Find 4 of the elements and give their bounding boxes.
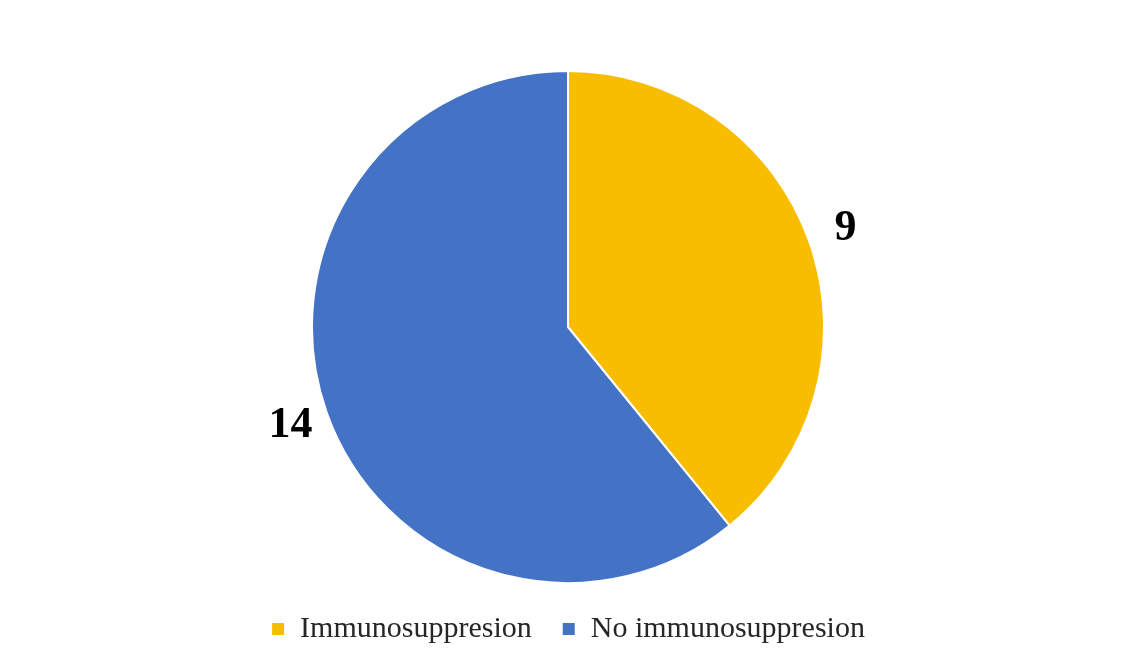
legend-label: No immunosuppresion	[590, 609, 865, 643]
data-label: 9	[834, 200, 857, 250]
data-label: 14	[268, 397, 313, 447]
legend-label: Immunosuppresion	[300, 609, 532, 643]
